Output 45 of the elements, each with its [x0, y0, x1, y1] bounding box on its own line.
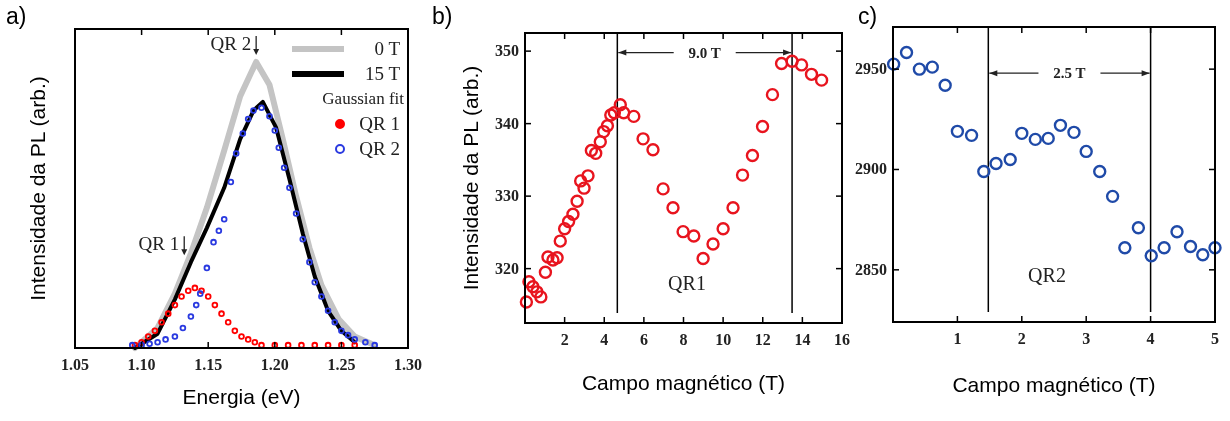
x-tick-label: 1.25 [327, 356, 356, 373]
y-tick-label: 350 [495, 42, 519, 60]
x-tick-label: 1.20 [260, 356, 289, 373]
chart-title: c) [858, 3, 878, 29]
legend-label: 0 T [374, 38, 401, 59]
legend-label: QR 2 [359, 138, 400, 159]
y-tick-label: 330 [495, 187, 519, 205]
x-tick-label: 6 [639, 331, 648, 348]
y-tick-label: 2850 [855, 260, 887, 278]
annotation: 9.0 T [688, 44, 721, 61]
x-tick-label: 2 [1017, 330, 1026, 347]
x-tick-label: 16 [834, 331, 850, 348]
x-tick-label: 1.15 [194, 356, 223, 373]
x-tick-label: 3 [1082, 330, 1091, 347]
y-tick-label: 320 [495, 259, 519, 277]
legend-label: QR 1 [359, 113, 400, 134]
annotation: QR 2 [210, 32, 252, 54]
y-axis-title: Intensidade da PL (arb.) [459, 65, 482, 291]
y-tick-label: 2950 [855, 60, 887, 78]
x-tick-label: 1.30 [394, 356, 422, 373]
x-axis-title: Energia (eV) [182, 385, 301, 408]
x-tick-label: 4 [600, 331, 609, 348]
x-tick-label: 12 [754, 331, 771, 348]
legend-label: 15 T [364, 63, 401, 84]
x-tick-label: 1 [953, 330, 962, 347]
annotation: QR 1 [138, 233, 180, 255]
legend-title: Gaussian fit [322, 89, 405, 108]
x-tick-label: 1.05 [61, 356, 89, 373]
x-tick-label: 4 [1146, 330, 1155, 347]
y-tick-label: 2900 [855, 160, 887, 178]
x-tick-label: 10 [715, 331, 732, 348]
x-axis-title: Campo magnético (T) [581, 371, 786, 394]
x-tick-label: 1.10 [127, 356, 156, 373]
annotation: QR1 [668, 272, 706, 294]
chart-title: a) [6, 3, 27, 29]
x-axis-title: Campo magnético (T) [952, 373, 1156, 396]
x-tick-label: 14 [794, 331, 811, 348]
annotation: 2.5 T [1053, 65, 1086, 82]
chart-title: b) [432, 3, 453, 29]
y-tick-label: 340 [495, 114, 519, 132]
x-tick-label: 8 [679, 331, 688, 348]
annotation: QR2 [1028, 264, 1066, 286]
y-axis-title: Intensidade da PL (arb.) [26, 76, 49, 301]
x-tick-label: 5 [1211, 330, 1219, 347]
x-tick-label: 2 [560, 331, 569, 348]
